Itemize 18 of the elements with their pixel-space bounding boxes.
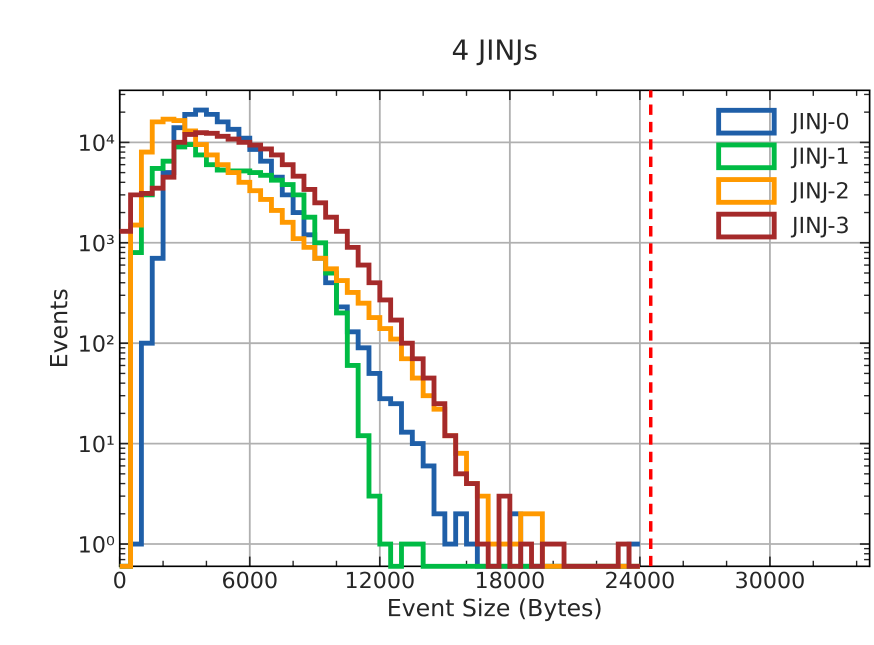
y-tick-label: 10⁰ xyxy=(80,536,114,553)
legend-label: JINJ-3 xyxy=(790,216,848,238)
x-tick-label: 18000 xyxy=(476,572,544,588)
x-tick-label: 30000 xyxy=(736,572,804,588)
y-tick-label: 10³ xyxy=(80,234,114,252)
y-axis-title: Events xyxy=(50,289,68,366)
y-tick-label: 10² xyxy=(80,335,114,352)
legend-label: JINJ-2 xyxy=(790,182,848,203)
chart-title: 4 JINJs xyxy=(452,39,536,66)
legend-label: JINJ-1 xyxy=(790,148,848,168)
x-tick-label: 24000 xyxy=(606,572,674,588)
x-axis-title: Event Size (Bytes) xyxy=(389,598,601,622)
x-tick-label: 12000 xyxy=(346,572,414,588)
legend-label: JINJ-0 xyxy=(790,112,848,134)
y-tick-label: 10¹ xyxy=(80,436,114,452)
y-tick-label: 10⁴ xyxy=(80,134,114,152)
x-tick-label: 6000 xyxy=(223,572,277,588)
x-tick-label: 0 xyxy=(114,572,126,588)
